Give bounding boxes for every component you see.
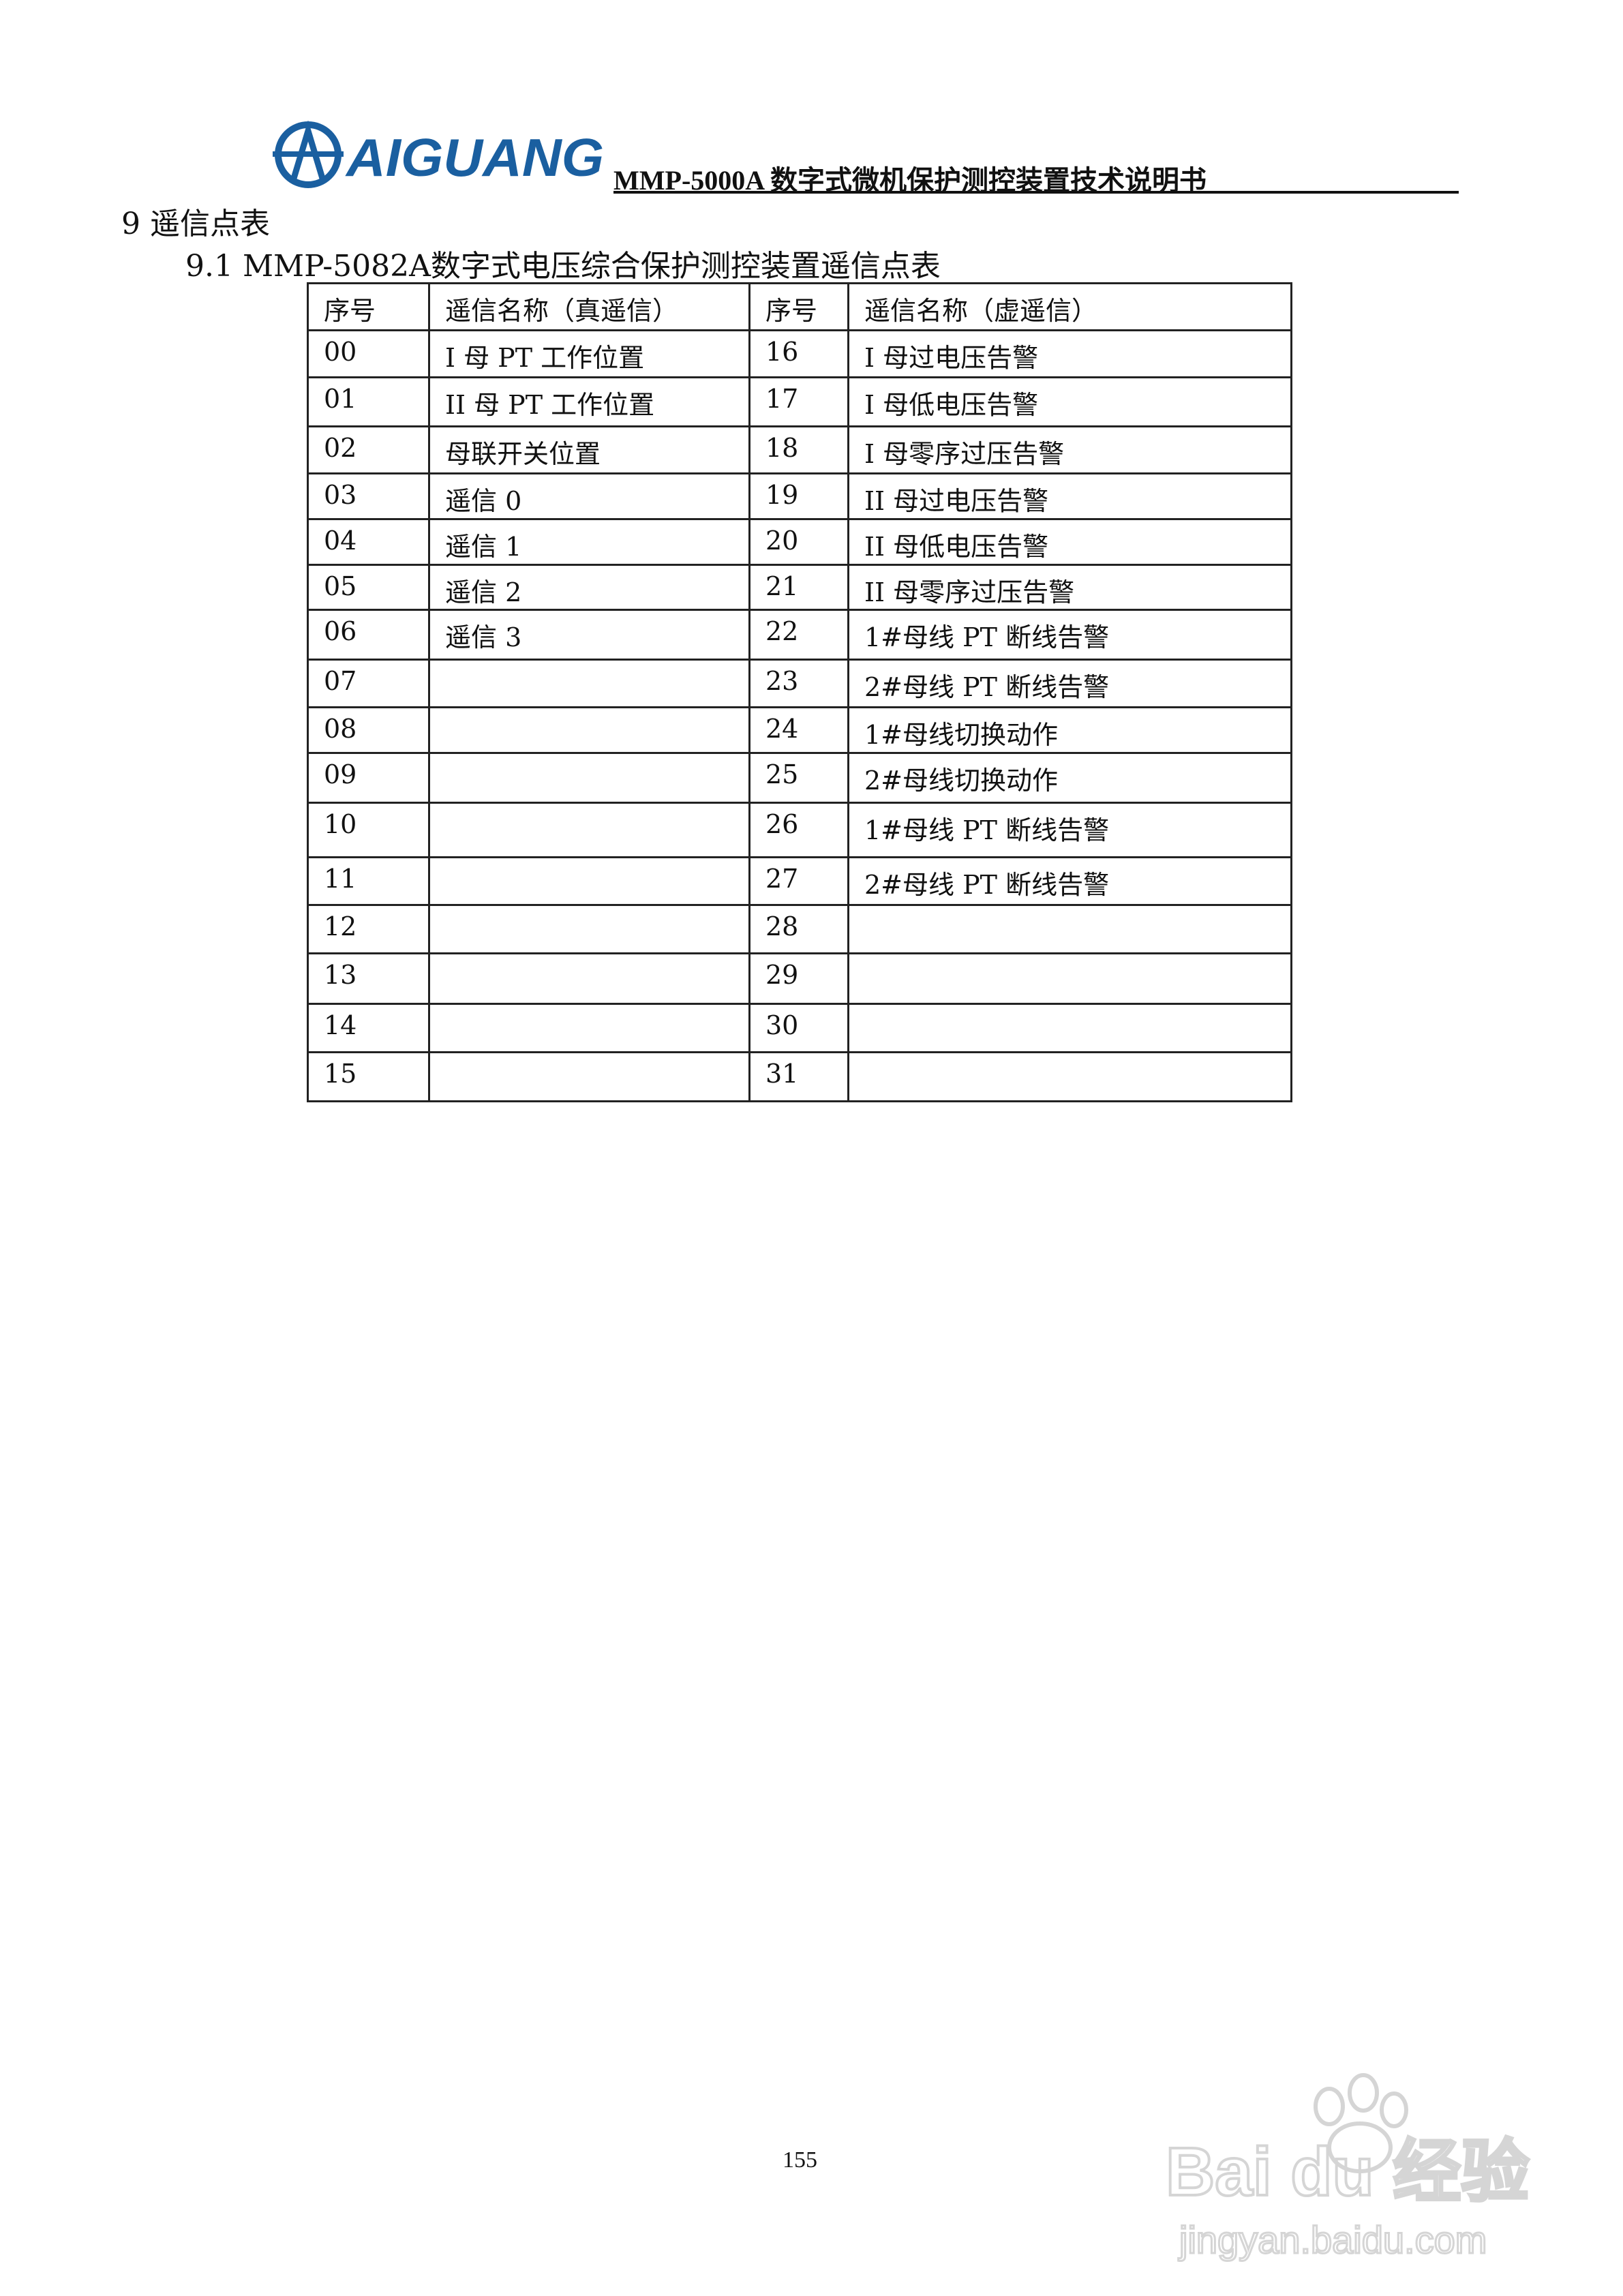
table-row: 15 31: [307, 1051, 1292, 1102]
index-cell: 19: [748, 472, 849, 520]
signal-name-cell: I 母 PT 工作位置: [428, 329, 750, 378]
index-cell: 13: [307, 952, 430, 1005]
table-row: 10 26 1#母线 PT 断线告警: [307, 802, 1292, 858]
signal-name-cell: [428, 1051, 750, 1102]
signal-name-cell: [428, 706, 750, 754]
index-cell: 30: [748, 1003, 849, 1053]
signal-name-cell: I 母过电压告警: [847, 329, 1292, 378]
signal-name-cell: [428, 856, 750, 906]
table-row: 09 25 2#母线切换动作: [307, 752, 1292, 804]
signal-name-cell: [847, 1003, 1292, 1053]
signal-name-cell: 遥信 0: [428, 472, 750, 520]
signal-name-cell: II 母零序过压告警: [847, 564, 1292, 611]
index-cell: 18: [748, 425, 849, 474]
signal-name-cell: [428, 952, 750, 1005]
index-cell: 21: [748, 564, 849, 611]
remote-signal-table: 序号 遥信名称（真遥信） 序号 遥信名称（虚遥信） 00 I 母 PT 工作位置 16 I 母…: [307, 282, 1292, 1102]
signal-name-cell: 遥信 2: [428, 564, 750, 611]
table-row: 13 29: [307, 952, 1292, 1005]
svg-text:Bai du 经验: Bai du 经验: [1166, 2134, 1529, 2210]
header-rule: [613, 191, 1459, 194]
signal-name-cell: 1#母线 PT 断线告警: [847, 802, 1292, 858]
subsection-heading: 9.1 MMP-5082A数字式电压综合保护测控装置遥信点表: [185, 249, 941, 284]
signal-name-cell: 2#母线 PT 断线告警: [847, 856, 1292, 906]
table-row: 04 遥信 1 20 II 母低电压告警: [307, 518, 1292, 566]
index-cell: 24: [748, 706, 849, 754]
index-cell: 28: [748, 904, 849, 954]
index-cell: 00: [307, 329, 430, 378]
index-cell: 01: [307, 376, 430, 427]
index-cell: 10: [307, 802, 430, 858]
header-cell: 序号: [748, 282, 849, 331]
aiguang-logo: AIGUANG: [273, 120, 604, 188]
signal-name-cell: I 母低电压告警: [847, 376, 1292, 427]
index-cell: 06: [307, 609, 430, 661]
index-cell: 02: [307, 425, 430, 474]
table-row: 02 母联开关位置 18 I 母零序过压告警: [307, 425, 1292, 474]
signal-name-cell: 1#母线切换动作: [847, 706, 1292, 754]
index-cell: 11: [307, 856, 430, 906]
signal-name-cell: [428, 904, 750, 954]
index-cell: 05: [307, 564, 430, 611]
table-row: 01 II 母 PT 工作位置 17 I 母低电压告警: [307, 376, 1292, 427]
index-cell: 23: [748, 659, 849, 708]
signal-name-cell: 2#母线 PT 断线告警: [847, 659, 1292, 708]
index-cell: 17: [748, 376, 849, 427]
svg-text:jingyan.baidu.com: jingyan.baidu.com: [1178, 2218, 1487, 2261]
index-cell: 14: [307, 1003, 430, 1053]
signal-name-cell: 遥信 1: [428, 518, 750, 566]
index-cell: 12: [307, 904, 430, 954]
index-cell: 27: [748, 856, 849, 906]
index-cell: 20: [748, 518, 849, 566]
logo-text: AIGUANG: [345, 127, 604, 187]
index-cell: 15: [307, 1051, 430, 1102]
signal-name-cell: [847, 1051, 1292, 1102]
table-row: 03 遥信 0 19 II 母过电压告警: [307, 472, 1292, 520]
index-cell: 08: [307, 706, 430, 754]
signal-name-cell: [428, 802, 750, 858]
table-row: 00 I 母 PT 工作位置 16 I 母过电压告警: [307, 329, 1292, 378]
signal-name-cell: II 母过电压告警: [847, 472, 1292, 520]
index-cell: 22: [748, 609, 849, 661]
header-cell: 序号: [307, 282, 430, 331]
signal-name-cell: 母联开关位置: [428, 425, 750, 474]
table-row: 12 28: [307, 904, 1292, 954]
document-title: MMP-5000A 数字式微机保护测控装置技术说明书: [613, 165, 1207, 196]
table-header-row: 序号 遥信名称（真遥信） 序号 遥信名称（虚遥信）: [307, 282, 1292, 331]
table-row: 08 24 1#母线切换动作: [307, 706, 1292, 754]
header-cell: 遥信名称（虚遥信）: [847, 282, 1292, 331]
signal-name-cell: 遥信 3: [428, 609, 750, 661]
index-cell: 04: [307, 518, 430, 566]
index-cell: 07: [307, 659, 430, 708]
header-cell: 遥信名称（真遥信）: [428, 282, 750, 331]
table-row: 14 30: [307, 1003, 1292, 1053]
signal-name-cell: [847, 952, 1292, 1005]
index-cell: 31: [748, 1051, 849, 1102]
signal-name-cell: [428, 659, 750, 708]
signal-name-cell: I 母零序过压告警: [847, 425, 1292, 474]
table-row: 06 遥信 3 22 1#母线 PT 断线告警: [307, 609, 1292, 661]
index-cell: 16: [748, 329, 849, 378]
index-cell: 25: [748, 752, 849, 804]
section-heading: 9 遥信点表: [121, 207, 270, 241]
table-row: 11 27 2#母线 PT 断线告警: [307, 856, 1292, 906]
signal-name-cell: [428, 1003, 750, 1053]
page-number: 155: [783, 2147, 817, 2173]
signal-name-cell: II 母 PT 工作位置: [428, 376, 750, 427]
index-cell: 26: [748, 802, 849, 858]
index-cell: 29: [748, 952, 849, 1005]
signal-name-cell: [847, 904, 1292, 954]
signal-name-cell: 2#母线切换动作: [847, 752, 1292, 804]
signal-name-cell: [428, 752, 750, 804]
signal-name-cell: II 母低电压告警: [847, 518, 1292, 566]
index-cell: 03: [307, 472, 430, 520]
table-row: 07 23 2#母线 PT 断线告警: [307, 659, 1292, 708]
baidu-jingyan-watermark: Bai du 经验 jingyan.baidu.com: [1164, 2073, 1530, 2263]
index-cell: 09: [307, 752, 430, 804]
signal-name-cell: 1#母线 PT 断线告警: [847, 609, 1292, 661]
table-row: 05 遥信 2 21 II 母零序过压告警: [307, 564, 1292, 611]
